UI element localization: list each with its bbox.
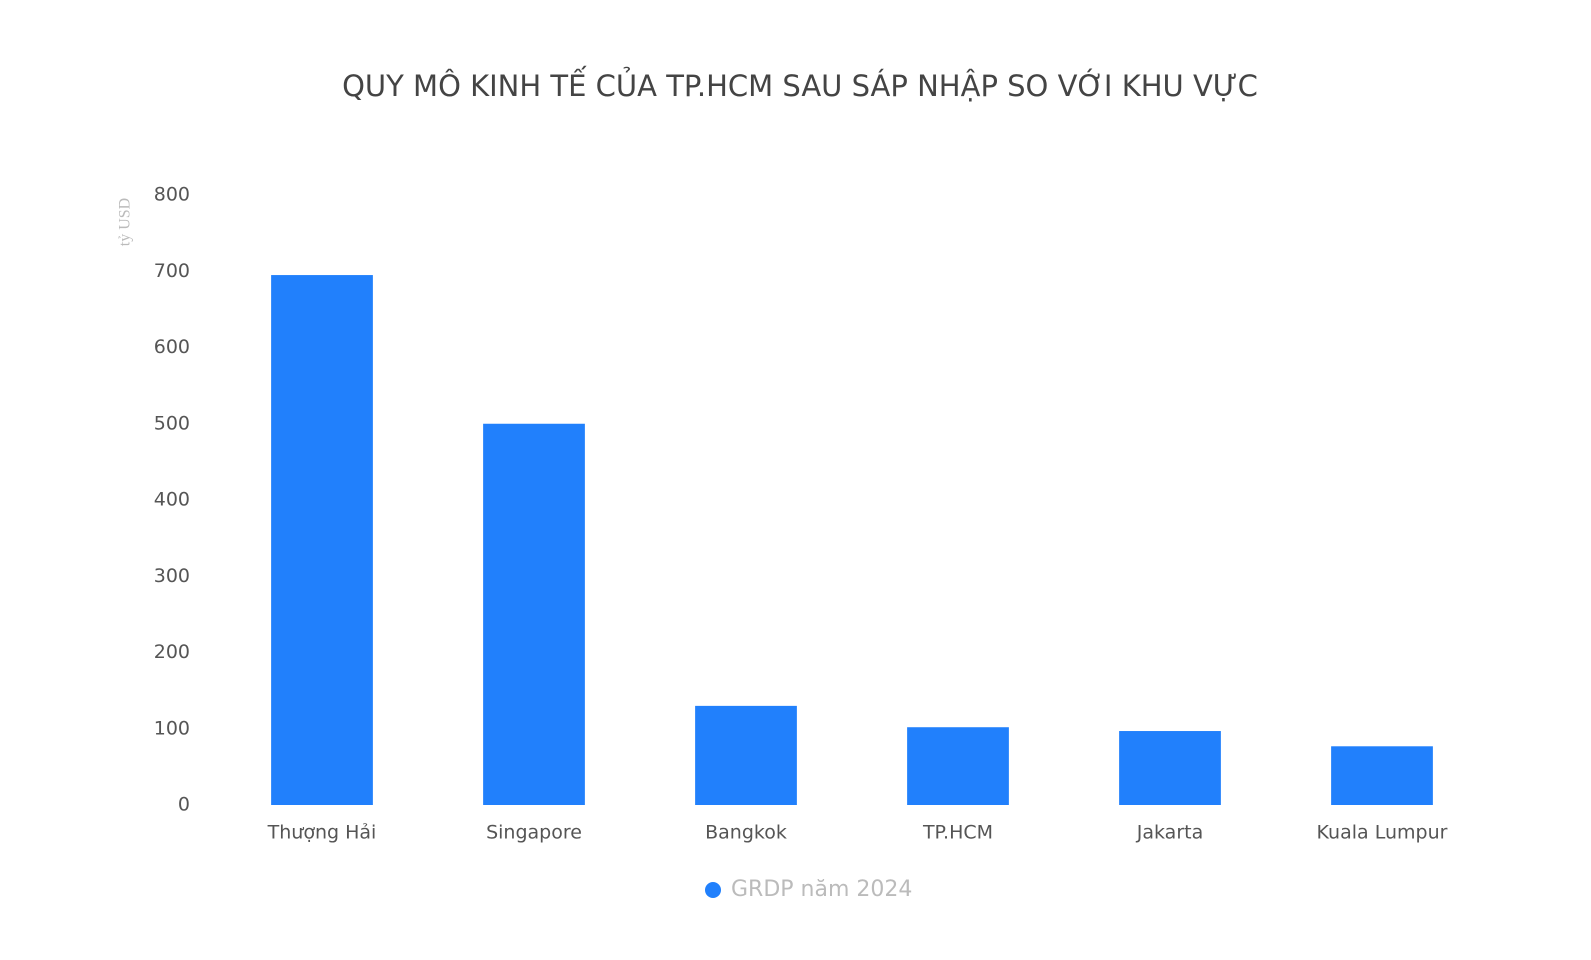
x-tick-label: Singapore bbox=[486, 822, 582, 844]
y-tick-label: 800 bbox=[154, 184, 190, 206]
legend-marker bbox=[705, 882, 721, 898]
y-tick-label: 0 bbox=[178, 794, 190, 816]
y-tick-label: 400 bbox=[154, 489, 190, 511]
y-axis-label: tỷ USD bbox=[117, 198, 134, 246]
bar bbox=[1119, 731, 1221, 805]
bar bbox=[483, 423, 585, 805]
x-tick-label: Thượng Hải bbox=[267, 822, 377, 844]
y-tick-label: 500 bbox=[154, 412, 190, 434]
y-tick-label: 100 bbox=[154, 717, 190, 739]
bar bbox=[907, 727, 1009, 805]
x-tick-label: Jakarta bbox=[1136, 822, 1203, 844]
bar bbox=[271, 275, 373, 805]
y-tick-label: 700 bbox=[154, 260, 190, 282]
bar bbox=[1331, 746, 1433, 805]
legend-label: GRDP năm 2024 bbox=[731, 877, 912, 902]
x-tick-label: Bangkok bbox=[705, 822, 787, 844]
x-tick-label: Kuala Lumpur bbox=[1317, 822, 1448, 844]
y-tick-label: 600 bbox=[154, 336, 190, 358]
chart-title: QUY MÔ KINH TẾ CỦA TP.HCM SAU SÁP NHẬP S… bbox=[342, 66, 1258, 103]
y-tick-label: 300 bbox=[154, 565, 190, 587]
bar bbox=[695, 705, 797, 805]
x-tick-label: TP.HCM bbox=[922, 822, 993, 844]
y-tick-label: 200 bbox=[154, 641, 190, 663]
